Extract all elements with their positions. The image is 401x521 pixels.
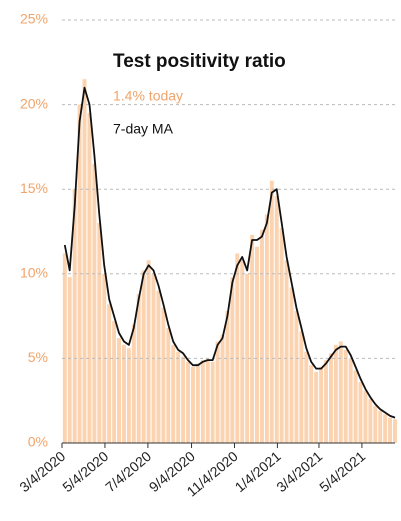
bar — [67, 277, 72, 443]
bar — [117, 338, 121, 443]
bar — [353, 370, 358, 443]
bar — [235, 253, 240, 443]
bar — [358, 382, 363, 443]
bar — [97, 223, 102, 443]
legend-entry: 7-day MA — [113, 121, 174, 137]
bar — [200, 360, 205, 443]
bars — [62, 79, 397, 444]
bar — [121, 344, 126, 443]
bar — [378, 410, 383, 443]
bar — [220, 334, 225, 443]
bar — [274, 195, 279, 443]
x-tick-label: 3/4/2020 — [16, 448, 68, 495]
bar — [72, 189, 77, 443]
bar — [333, 344, 338, 443]
x-tick-label: 3/4/2021 — [273, 448, 325, 495]
bar — [368, 399, 373, 443]
bar — [343, 349, 348, 443]
bar — [92, 163, 97, 443]
bar — [264, 214, 269, 443]
bar — [348, 358, 353, 443]
bar — [279, 228, 284, 443]
bar — [304, 351, 309, 443]
bar — [176, 351, 181, 443]
bar — [161, 307, 166, 443]
bar — [126, 348, 131, 443]
bar — [309, 365, 314, 443]
y-tick-label: 20% — [20, 95, 48, 111]
bar — [328, 353, 333, 443]
y-tick-label: 0% — [28, 434, 48, 450]
bar — [205, 358, 210, 443]
bar — [181, 356, 186, 443]
bar — [156, 290, 161, 443]
y-tick-label: 25% — [20, 11, 48, 27]
bar — [255, 246, 259, 443]
x-tick-label: 1/4/2021 — [232, 448, 284, 495]
bar — [245, 273, 250, 443]
ma-line — [63, 86, 396, 419]
bar — [62, 253, 67, 443]
bar — [171, 344, 176, 443]
x-tick-label: 7/4/2020 — [102, 448, 154, 495]
bar — [146, 260, 151, 443]
bar — [166, 327, 171, 443]
bar — [319, 366, 324, 443]
bar — [131, 324, 136, 443]
bar — [363, 390, 368, 443]
bar — [388, 417, 393, 443]
bar — [259, 229, 264, 443]
bar — [186, 361, 190, 443]
annotation: 1.4% today — [113, 88, 183, 104]
bar — [77, 104, 82, 443]
y-tick-label: 15% — [20, 180, 48, 196]
bar — [393, 419, 397, 443]
bar — [107, 304, 112, 443]
bar — [112, 321, 117, 443]
bar — [225, 311, 230, 443]
bar — [269, 180, 274, 444]
bar — [314, 371, 319, 443]
y-tick-label: 10% — [20, 265, 48, 281]
bar — [324, 360, 328, 443]
bar — [294, 311, 299, 443]
bar — [383, 414, 388, 443]
x-tick-label: 5/4/2021 — [316, 448, 368, 495]
bar — [215, 341, 220, 443]
bar — [230, 277, 235, 443]
bar — [289, 287, 294, 443]
bar — [141, 270, 146, 443]
bar — [136, 294, 141, 443]
bar — [240, 260, 245, 443]
y-tick-label: 5% — [28, 349, 48, 365]
bar — [210, 361, 215, 443]
bar — [299, 331, 304, 443]
chart-title: Test positivity ratio — [113, 51, 286, 72]
bar — [373, 405, 378, 443]
bar — [284, 260, 289, 443]
bar — [87, 113, 92, 443]
bar — [195, 363, 200, 443]
bar — [338, 341, 343, 443]
bar — [82, 79, 87, 443]
bar — [250, 234, 255, 443]
bar — [190, 366, 195, 443]
x-tick-label: 5/4/2020 — [59, 448, 111, 495]
